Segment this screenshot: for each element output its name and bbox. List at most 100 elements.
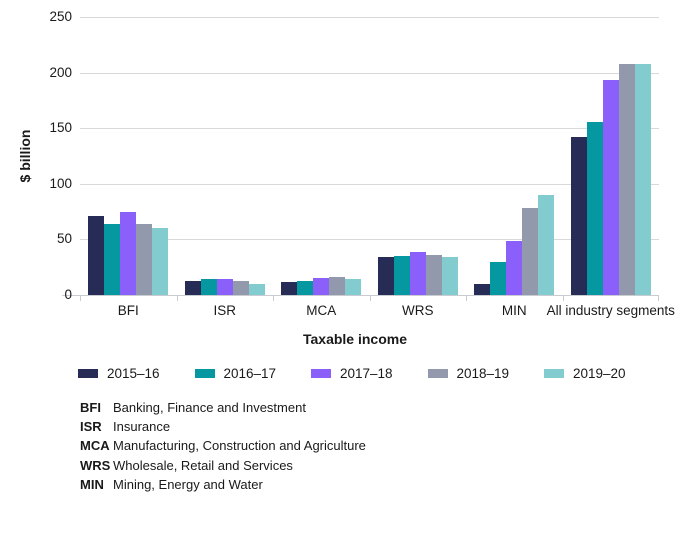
footnote-definition: Wholesale, Retail and Services: [113, 457, 293, 473]
bar: [313, 278, 330, 295]
x-category-label: WRS: [402, 303, 434, 318]
footnote-definition: Manufacturing, Construction and Agricult…: [113, 438, 366, 454]
x-category-label: MCA: [306, 303, 337, 318]
x-axis-line: [62, 295, 659, 296]
bar-group-all-industry-segments: All industry segments: [547, 17, 675, 318]
bar: [281, 281, 298, 295]
bar: [216, 279, 233, 295]
legend-item: 2016–17: [194, 366, 277, 381]
footnote-abbr: BFI: [80, 400, 101, 416]
bar-group-mca: MCA: [273, 17, 370, 318]
x-axis-tick: [176, 295, 178, 301]
x-category-label: ISR: [213, 303, 237, 318]
x-axis-tick: [466, 295, 467, 301]
bar: [248, 283, 265, 295]
bar: [297, 280, 314, 295]
bar: [345, 279, 362, 295]
x-category-label: BFI: [117, 303, 139, 318]
gridline: [80, 17, 659, 18]
bar: [634, 63, 651, 295]
bar: [104, 223, 121, 295]
x-axis-tick: [562, 295, 564, 301]
legend-swatch: [78, 369, 98, 378]
footnote-definition: Insurance: [113, 419, 171, 435]
x-axis-tick: [80, 295, 81, 301]
bar: [393, 256, 410, 295]
x-axis-tick: [658, 295, 659, 301]
x-axis-tick: [369, 295, 371, 301]
bar: [120, 211, 137, 295]
bar: [538, 194, 555, 295]
bar: [586, 121, 603, 295]
bar: [136, 223, 153, 295]
footnote-row: MIN Mining, Energy and Water: [80, 475, 366, 494]
bar: [329, 277, 346, 295]
y-tick-label: 50: [56, 231, 72, 247]
legend-swatch: [311, 369, 331, 378]
footnote-abbr: ISR: [80, 419, 102, 435]
bars-row: [273, 277, 370, 295]
bar-group-bfi: BFI: [80, 17, 177, 318]
legend-label: 2019–20: [573, 366, 626, 381]
bar: [377, 257, 394, 295]
footnote-definition: Mining, Energy and Water: [113, 476, 263, 492]
bar: [570, 137, 587, 295]
footnote-row: BFI Banking, Finance and Investment: [80, 398, 366, 417]
legend-item: 2018–19: [427, 366, 510, 381]
gridline: [80, 183, 659, 185]
bars-row: [370, 251, 467, 295]
bar: [490, 261, 507, 295]
bar: [522, 208, 539, 295]
legend-swatch: [544, 369, 564, 378]
y-tick-label: 0: [64, 287, 72, 302]
bars-row: [80, 211, 177, 295]
footnote-definition: Banking, Finance and Investment: [113, 400, 306, 416]
bar-group-isr: ISR: [177, 17, 274, 318]
legend-swatch: [427, 369, 448, 378]
plot-area: BFI ISR MCA WRS MIN All industry segments: [62, 17, 675, 318]
legend-label: 2015–16: [107, 366, 160, 381]
bar: [506, 240, 523, 295]
legend: 2015–16 2016–17 2017–18 2018–19 2019–20: [0, 366, 689, 384]
x-category-label: MIN: [501, 303, 527, 318]
y-axis-title: $ billion: [17, 129, 33, 183]
legend-label: 2018–19: [456, 366, 510, 381]
bar-group-min: MIN: [466, 17, 563, 318]
footnote-row: WRS Wholesale, Retail and Services: [80, 456, 366, 475]
bar-group-wrs: WRS: [370, 17, 467, 318]
gridline: [80, 128, 659, 130]
bar: [602, 80, 619, 295]
bars-row: [563, 63, 660, 295]
bar: [232, 280, 249, 295]
bar: [152, 228, 169, 295]
bar: [409, 251, 426, 295]
legend-label: 2017–18: [340, 366, 393, 381]
bar: [88, 216, 105, 295]
legend-item: 2019–20: [544, 366, 626, 381]
footnote-row: MCA Manufacturing, Construction and Agric…: [80, 436, 366, 455]
footnote-row: ISR Insurance: [80, 417, 366, 436]
footnotes: BFI Banking, Finance and Investment ISR Ins…: [80, 398, 366, 494]
legend-item: 2015–16: [78, 366, 160, 381]
bar: [184, 280, 201, 295]
gridline: [80, 72, 659, 74]
bars-row: [466, 194, 563, 295]
bar-groups: BFI ISR MCA WRS MIN All industry segments: [80, 17, 675, 318]
gridline: [80, 239, 659, 241]
footnote-abbr: MCA: [80, 438, 110, 454]
x-axis-tick: [273, 295, 274, 301]
footnote-abbr: WRS: [80, 457, 111, 473]
y-tick-label: 100: [49, 175, 72, 191]
bar: [441, 257, 458, 295]
footnote-abbr: MIN: [80, 476, 104, 492]
y-tick-label: 150: [49, 120, 72, 136]
legend-item: 2017–18: [311, 366, 393, 381]
x-axis-title: Taxable income: [302, 331, 408, 347]
legend-label: 2016–17: [223, 366, 277, 381]
bar: [200, 279, 217, 295]
bar: [618, 63, 635, 295]
y-tick-label: 200: [49, 64, 72, 80]
bar: [425, 254, 442, 295]
y-tick-label: 250: [49, 9, 72, 24]
